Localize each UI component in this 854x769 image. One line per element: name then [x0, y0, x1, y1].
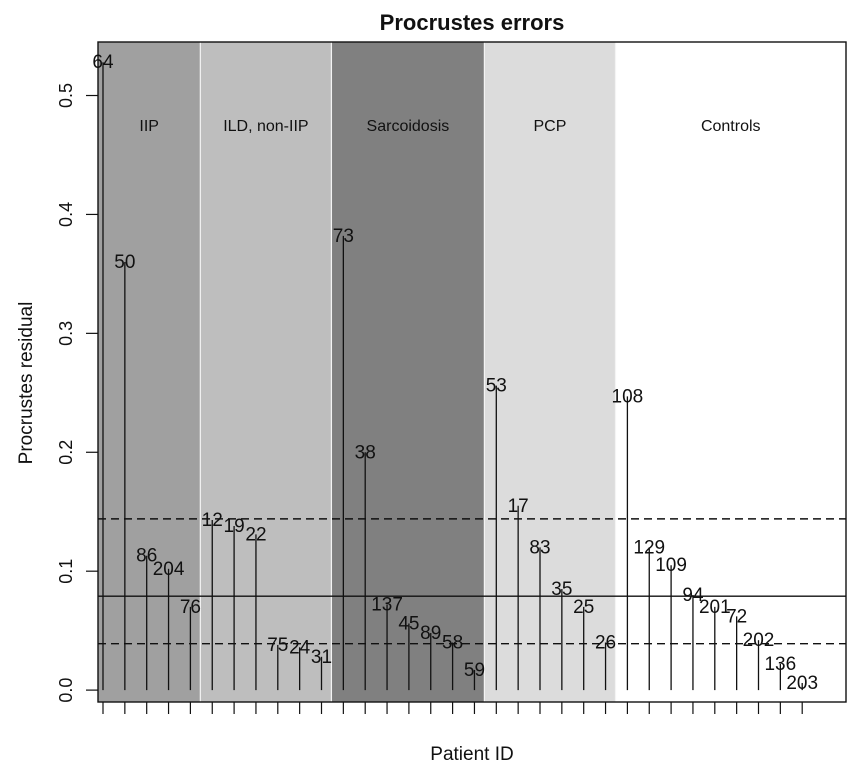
x-axis-label: Patient ID: [430, 744, 513, 765]
point-label-53: 53: [486, 376, 507, 397]
y-tick-label-0: 0.0: [56, 678, 76, 703]
point-label-12: 12: [202, 510, 223, 531]
point-label-136: 136: [764, 654, 796, 675]
point-label-201: 201: [699, 597, 731, 618]
point-label-73: 73: [333, 226, 354, 247]
point-label-45: 45: [398, 614, 419, 635]
point-label-72: 72: [726, 606, 747, 627]
group-band-1: [200, 42, 332, 702]
chart-title: Procrustes errors: [380, 10, 565, 35]
point-label-25: 25: [573, 597, 594, 618]
point-label-64: 64: [92, 52, 114, 73]
y-axis-label: Procrustes residual: [16, 302, 37, 465]
point-label-76: 76: [180, 597, 201, 618]
point-label-203: 203: [786, 673, 818, 694]
point-label-86: 86: [136, 546, 157, 567]
point-label-50: 50: [114, 252, 135, 273]
x-axis-ticks: [102, 702, 803, 714]
group-band-2: [331, 42, 485, 702]
point-label-108: 108: [612, 386, 644, 407]
y-tick-label-4: 0.4: [56, 202, 76, 227]
point-label-58: 58: [442, 633, 463, 654]
y-tick-label-3: 0.3: [56, 321, 76, 346]
point-label-83: 83: [529, 537, 550, 558]
point-label-109: 109: [655, 555, 687, 576]
group-label-3: PCP: [533, 118, 566, 135]
point-label-59: 59: [464, 660, 485, 681]
y-axis: 0.0 0.1 0.2 0.3 0.4 0.5: [56, 83, 98, 703]
group-bands: [98, 42, 846, 702]
point-label-94: 94: [682, 585, 704, 606]
y-tick-label-1: 0.1: [56, 559, 76, 584]
point-label-35: 35: [551, 579, 572, 600]
point-label-24: 24: [289, 637, 311, 658]
group-label-4: Controls: [701, 118, 761, 135]
group-label-0: IIP: [139, 118, 159, 135]
point-label-129: 129: [633, 537, 665, 558]
group-label-1: ILD, non-IIP: [223, 118, 308, 135]
point-label-26: 26: [595, 633, 616, 654]
point-label-89: 89: [420, 623, 441, 644]
y-tick-label-2: 0.2: [56, 440, 76, 465]
group-band-3: [484, 42, 616, 702]
point-label-19: 19: [224, 516, 245, 537]
plot-frame: [97, 41, 847, 703]
point-label-17: 17: [508, 496, 529, 517]
reference-lines: [98, 518, 846, 645]
point-label-75: 75: [267, 635, 288, 656]
group-band-4: [615, 42, 846, 702]
point-label-202: 202: [743, 630, 775, 651]
group-labels: IIP ILD, non-IIP Sarcoidosis PCP Controls: [139, 118, 760, 135]
residual-stems: [102, 62, 803, 691]
point-label-22: 22: [245, 524, 266, 545]
point-label-31: 31: [311, 647, 332, 668]
group-band-0: [98, 42, 201, 702]
group-label-2: Sarcoidosis: [367, 118, 450, 135]
y-tick-label-5: 0.5: [56, 83, 76, 108]
point-label-38: 38: [355, 442, 376, 463]
point-label-137: 137: [371, 594, 403, 615]
point-label-204: 204: [153, 559, 185, 580]
